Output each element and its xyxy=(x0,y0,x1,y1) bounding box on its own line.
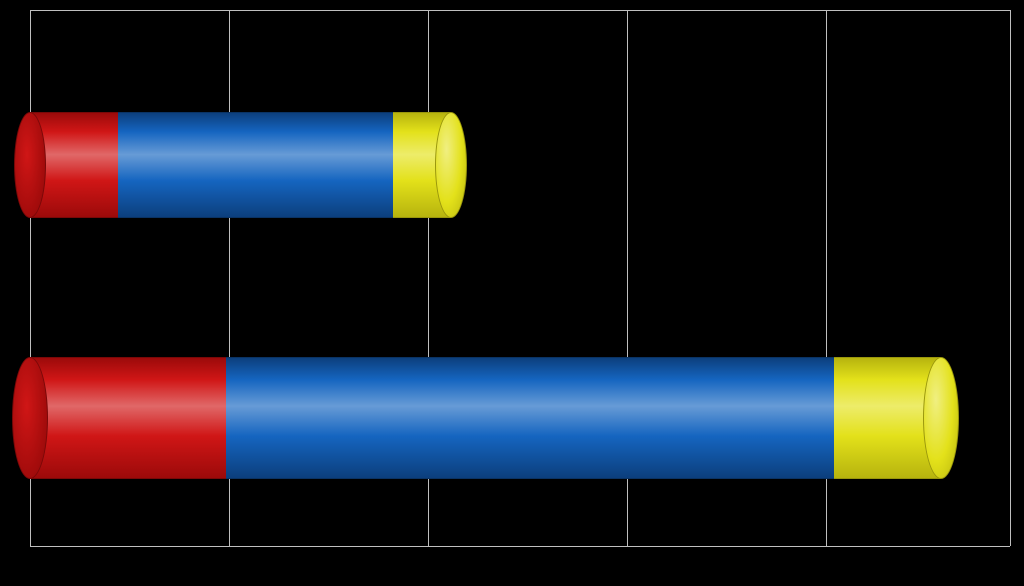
bar-start-cap xyxy=(12,357,48,479)
bar-segment xyxy=(118,112,412,218)
grid-top-rule xyxy=(30,10,1010,11)
bar-row xyxy=(0,357,1024,479)
stacked-cylinder-bar-chart xyxy=(0,0,1024,586)
bar-row xyxy=(0,112,1024,218)
bar-segment-endcap xyxy=(923,357,959,479)
bar-segment-endcap xyxy=(435,112,467,218)
bar-start-cap xyxy=(14,112,46,218)
bar-segment xyxy=(226,357,853,479)
bar-segment xyxy=(30,357,255,479)
grid-bottom-rule xyxy=(30,546,1010,547)
